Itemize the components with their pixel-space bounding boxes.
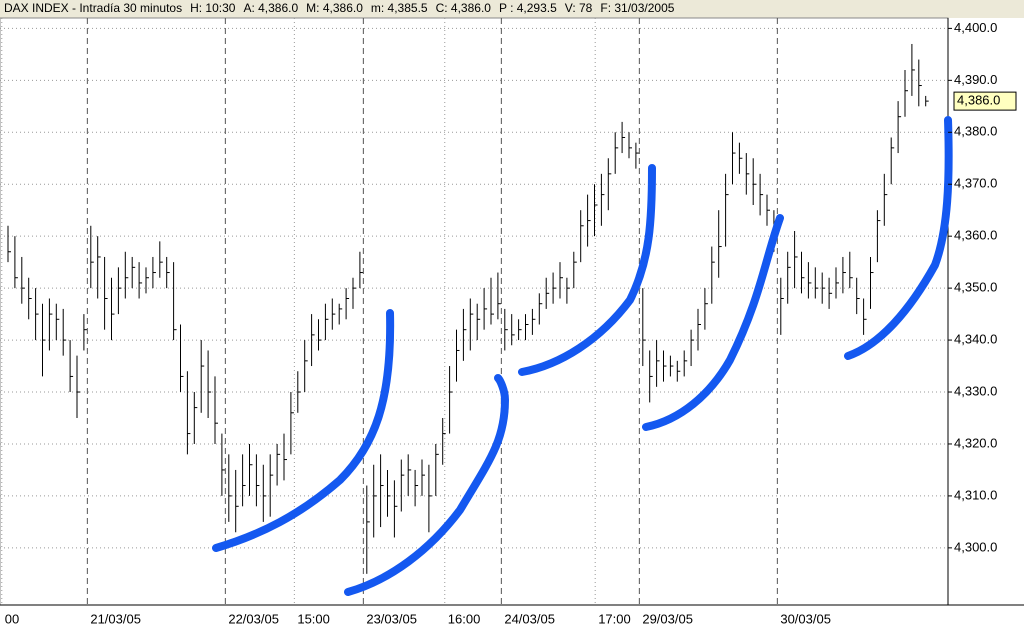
x-tick-label: 24/03/05 — [504, 611, 555, 626]
bars — [7, 43, 929, 574]
header-item: F: 31/03/2005 — [600, 1, 674, 15]
plot-area — [0, 17, 949, 606]
x-tick-label: 17:00 — [598, 611, 631, 626]
header-item: DAX INDEX - Intradía 30 minutos — [4, 1, 182, 15]
y-tick-label: 4,330.0 — [954, 383, 997, 398]
hand-drawn-curve — [642, 214, 784, 431]
header-item: M: 4,386.0 — [306, 1, 363, 15]
x-tick-label: 22/03/05 — [228, 611, 279, 626]
y-tick-label: 4,340.0 — [954, 332, 997, 347]
y-tick-label: 4,310.0 — [954, 487, 997, 502]
y-tick-label: 4,400.0 — [954, 20, 997, 35]
x-tick-label: 15:00 — [297, 611, 330, 626]
y-tick-label: 4,350.0 — [954, 280, 997, 295]
x-tick-label: 30/03/05 — [780, 611, 831, 626]
x-tick-label: 29/03/05 — [642, 611, 693, 626]
y-tick-label: 4,380.0 — [954, 124, 997, 139]
header-item: C: 4,386.0 — [436, 1, 492, 15]
x-tick-label: 23/03/05 — [366, 611, 417, 626]
annotations — [212, 116, 953, 596]
hand-drawn-curve — [212, 309, 395, 552]
hand-drawn-curve — [844, 116, 953, 360]
hand-drawn-curve — [518, 164, 656, 376]
grid — [0, 18, 948, 605]
header-item: V: 78 — [565, 1, 593, 15]
header-bar — [0, 0, 1024, 18]
x-tick-label: 16:00 — [448, 611, 481, 626]
header-item: A: 4,386.0 — [243, 1, 298, 15]
y-tick-label: 4,300.0 — [954, 539, 997, 554]
y-tick-label: 4,390.0 — [954, 72, 997, 87]
last-price-box — [953, 91, 1017, 111]
header: DAX INDEX - Intradía 30 minutos H: 10:30 A… — [4, 1, 675, 15]
header-item: P : 4,293.5 — [499, 1, 557, 15]
y-tick-label: 4,360.0 — [954, 228, 997, 243]
x-tick-label: 21/03/05 — [90, 611, 141, 626]
y-tick-label: 4,320.0 — [954, 435, 997, 450]
header-item: H: 10:30 — [190, 1, 236, 15]
header-item: m: 4,385.5 — [371, 1, 428, 15]
y-tick-label: 4,370.0 — [954, 176, 997, 191]
hand-drawn-curve — [344, 374, 510, 596]
x-tick-label: 00 — [5, 611, 19, 626]
last-price-label: 4,386.0 — [957, 93, 1000, 108]
